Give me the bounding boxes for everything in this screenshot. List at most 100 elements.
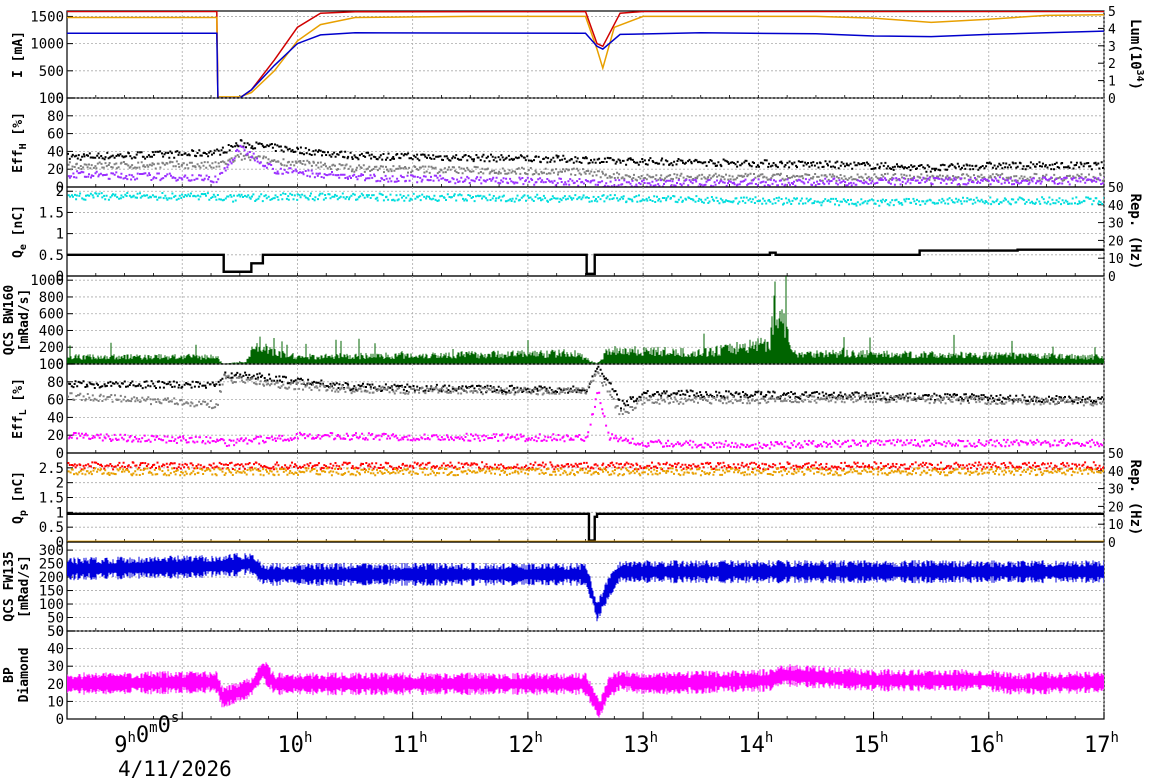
x-tick-label: 17h: [1084, 730, 1119, 758]
series-line: [67, 30, 1104, 98]
y-tick-label: 1: [56, 227, 64, 243]
y-tick-label: 40: [47, 642, 64, 658]
y-label-tail: [%]: [11, 112, 26, 143]
y-tick-label: 20: [47, 677, 64, 693]
y2-tick-label: 0: [1108, 536, 1116, 551]
series-step: [67, 512, 1104, 542]
y-tick-label: 60: [47, 127, 64, 143]
y-tick-label: 0: [56, 535, 64, 551]
y-label-text: BP: [2, 667, 17, 683]
x-tick-sup: h: [1111, 730, 1119, 746]
y-label-text: [mRad/s]: [17, 289, 32, 352]
y2-axis-label: Lum(1034): [1127, 19, 1145, 90]
y-tick-label: 0: [56, 357, 64, 373]
panel-series: [67, 553, 1104, 622]
series-scatter: [67, 467, 1104, 477]
y2-tick-label: 0: [1108, 92, 1116, 107]
x-tick-main: 14: [738, 733, 765, 758]
x-tick-label: 13h: [623, 730, 658, 758]
y2-tick-label: 10: [1108, 518, 1124, 533]
y-tick-label: 0: [56, 624, 64, 640]
series-noise: [67, 276, 1104, 364]
y-label-sub: L: [18, 409, 29, 415]
y-label-text: Q: [11, 250, 26, 258]
x-tick-sup: h: [304, 730, 312, 746]
x-tick-label: 14h: [738, 730, 773, 758]
x-tick-sup: h: [880, 730, 888, 746]
panel-frame: [66, 275, 1105, 365]
y-tick-label: 1: [56, 505, 64, 521]
y-axis-label: [mRad/s]: [17, 555, 32, 618]
series-scatter: [68, 365, 1104, 410]
y2-label-tail: ): [1127, 82, 1143, 90]
y-label-tail: [nC]: [11, 471, 26, 510]
x-tick-main: 0: [158, 713, 171, 738]
y2-tick-label: 20: [1108, 500, 1124, 515]
y-label-text: Diamond: [17, 648, 32, 703]
y-tick-label: 80: [47, 375, 64, 391]
y2-tick-label: 30: [1108, 217, 1124, 232]
x-tick-main: 17: [1084, 733, 1111, 758]
x-tick-label: 16h: [969, 730, 1004, 758]
panel-series: [67, 11, 1104, 98]
y-tick-label: 150: [39, 584, 64, 600]
y2-tick-label: 10: [1108, 252, 1124, 267]
y-tick-label: 40: [47, 144, 64, 160]
y-tick-label: 100: [39, 597, 64, 613]
y2-tick-label: 50: [1108, 181, 1124, 196]
y2-tick-label: 40: [1108, 199, 1124, 214]
y-axis-label: QCS FW135: [2, 551, 17, 621]
x-tick-main: 0: [136, 723, 149, 748]
y-tick-label: 800: [39, 290, 64, 306]
y-tick-label: 10: [47, 694, 64, 710]
y-label-text: QCS FW135: [2, 551, 17, 621]
y-tick-label: 50: [47, 624, 64, 640]
y-axis-label: Qe [nC]: [11, 205, 29, 258]
y-tick-label: 50: [47, 611, 64, 627]
y2-tick-label: 2: [1108, 57, 1116, 72]
y-label-text: Eff: [11, 415, 26, 438]
y2-label-text: Rep. (Hz): [1127, 194, 1143, 270]
y-tick-label: 300: [39, 543, 64, 559]
y-tick-label: 2: [56, 476, 64, 492]
y2-tick-label: 5: [1108, 5, 1116, 20]
panel-series: [67, 192, 1104, 276]
y-tick-label: 30: [47, 659, 64, 675]
series-scatter: [68, 391, 1104, 450]
y-tick-label: 250: [39, 557, 64, 573]
series-line: [67, 14, 1104, 98]
y2-tick-label: 40: [1108, 465, 1124, 480]
y-axis-label: [mRad/s]: [17, 289, 32, 352]
y-label-text: Eff: [11, 149, 26, 172]
x-tick-label: 9h0m0s: [114, 710, 179, 758]
x-tick-sup: h: [765, 730, 773, 746]
x-tick-sup: m: [149, 720, 157, 736]
y-tick-label: 2: [56, 184, 64, 200]
x-tick-sup: h: [127, 730, 135, 746]
x-tick-sup: s: [171, 710, 179, 726]
y-axis-label: I [mA]: [11, 31, 26, 78]
y2-tick-label: 4: [1108, 22, 1116, 37]
panel-series: [67, 365, 1104, 450]
y-axis-label: QCS BW160: [2, 285, 17, 356]
panel-series: [67, 139, 1104, 187]
y2-tick-label: 1: [1108, 75, 1116, 90]
panel-frame: [66, 10, 1105, 99]
series-line: [67, 11, 1104, 98]
y-label-tail: [nC]: [11, 205, 26, 244]
y-axis-label: EffH [%]: [11, 112, 29, 173]
x-axis-date: 4/11/2026: [118, 757, 232, 781]
series-scatter: [67, 371, 1104, 416]
x-tick-main: 9: [114, 733, 127, 758]
y-tick-label: 1.5: [39, 205, 64, 221]
x-tick-sup: h: [650, 730, 658, 746]
x-tick-main: 13: [623, 733, 650, 758]
y-label-text: [mRad/s]: [17, 555, 32, 618]
y-axis-label: EffL [%]: [11, 378, 29, 439]
